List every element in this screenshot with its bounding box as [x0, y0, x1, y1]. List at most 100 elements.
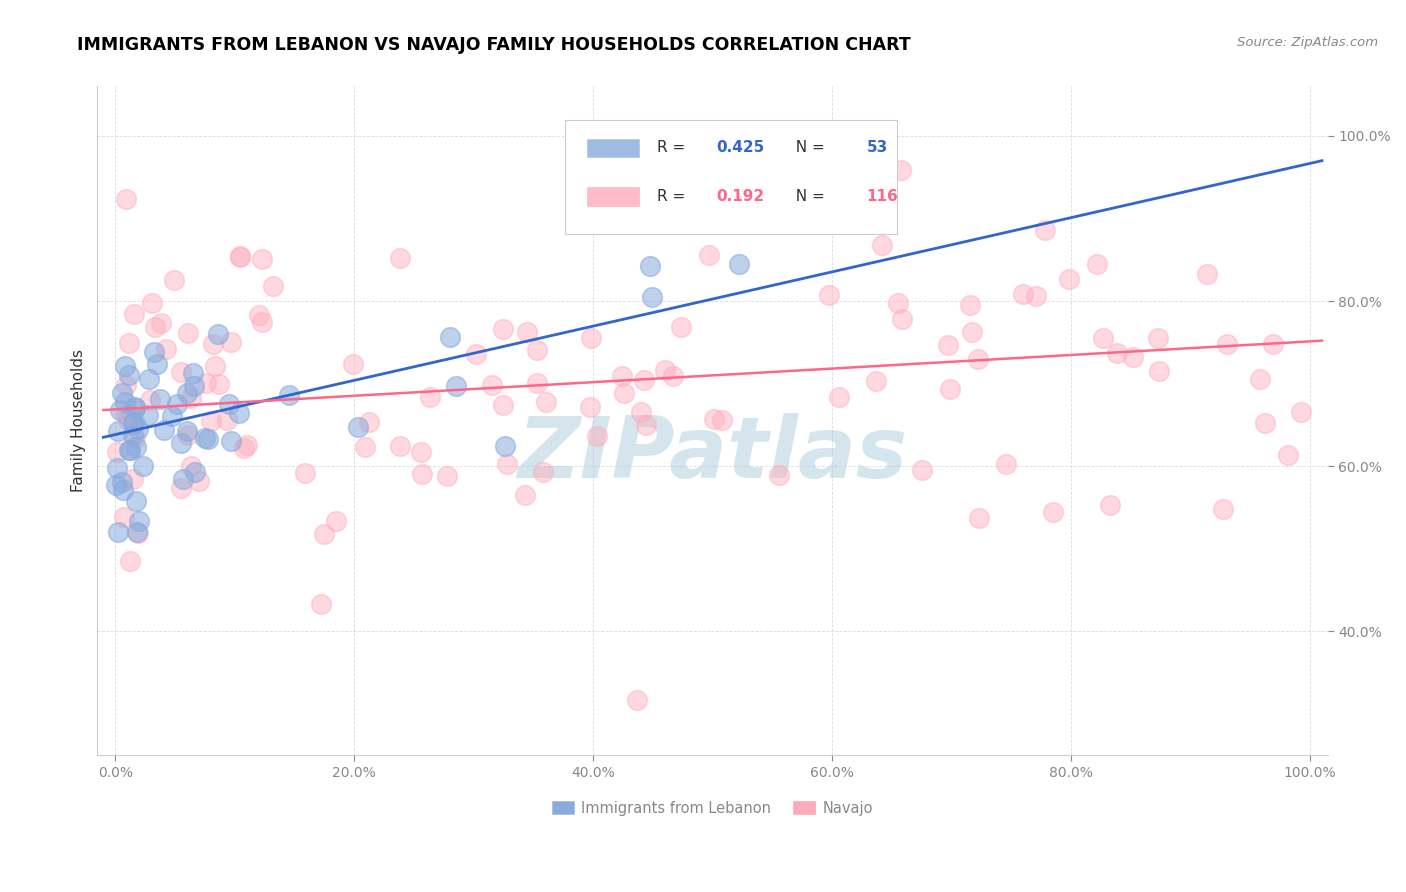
Point: [120, 553, 142, 567]
Point: [149, 392, 172, 406]
Point: [827, 390, 849, 404]
Text: ZIPatlas: ZIPatlas: [517, 413, 908, 496]
Point: [1025, 289, 1047, 303]
Point: [262, 279, 284, 293]
Point: [127, 526, 149, 541]
Point: [145, 358, 167, 372]
Point: [108, 403, 131, 417]
Point: [176, 424, 198, 438]
Point: [1057, 271, 1080, 285]
Point: [654, 363, 676, 377]
Point: [117, 411, 139, 425]
Point: [662, 369, 685, 384]
Point: [626, 693, 648, 707]
Point: [247, 308, 270, 322]
Legend: Immigrants from Lebanon, Navajo: Immigrants from Lebanon, Navajo: [547, 795, 879, 822]
Point: [439, 329, 461, 343]
Point: [865, 374, 887, 388]
Point: [105, 461, 128, 475]
Point: [180, 391, 202, 405]
Text: R =: R =: [657, 189, 690, 204]
Point: [388, 251, 411, 265]
Point: [1105, 345, 1128, 359]
Point: [1289, 405, 1312, 419]
Point: [436, 469, 458, 483]
Point: [112, 483, 135, 497]
Point: [169, 365, 191, 379]
Point: [325, 514, 347, 528]
Point: [585, 429, 607, 443]
Point: [149, 317, 172, 331]
Point: [194, 431, 217, 445]
Point: [124, 431, 146, 445]
Point: [229, 250, 252, 264]
Point: [111, 385, 134, 400]
Point: [252, 314, 274, 328]
Point: [312, 526, 335, 541]
Point: [526, 376, 548, 390]
Point: [136, 408, 159, 422]
Point: [252, 252, 274, 267]
Point: [232, 441, 254, 455]
Point: [195, 376, 218, 391]
Point: [409, 445, 432, 459]
Text: 0.425: 0.425: [716, 140, 765, 155]
Point: [115, 378, 138, 392]
Point: [728, 257, 751, 271]
Text: 53: 53: [866, 140, 887, 155]
Point: [128, 514, 150, 528]
Point: [1099, 498, 1122, 512]
Point: [127, 422, 149, 436]
Point: [1011, 286, 1033, 301]
Point: [515, 488, 537, 502]
Point: [117, 335, 139, 350]
Point: [995, 457, 1018, 471]
Text: IMMIGRANTS FROM LEBANON VS NAVAJO FAMILY HOUSEHOLDS CORRELATION CHART: IMMIGRANTS FROM LEBANON VS NAVAJO FAMILY…: [77, 36, 911, 54]
Text: 116: 116: [866, 189, 898, 204]
Point: [143, 320, 166, 334]
Text: N =: N =: [786, 189, 830, 204]
Point: [1212, 501, 1234, 516]
Point: [634, 417, 657, 432]
FancyBboxPatch shape: [565, 120, 897, 234]
Point: [229, 249, 252, 263]
Point: [1149, 364, 1171, 378]
Point: [516, 325, 538, 339]
Point: [114, 359, 136, 373]
Point: [640, 259, 662, 273]
Point: [388, 439, 411, 453]
Point: [710, 413, 733, 427]
Point: [153, 423, 176, 437]
Point: [202, 337, 225, 351]
Point: [107, 525, 129, 540]
Point: [911, 463, 934, 477]
Point: [208, 376, 231, 391]
Point: [534, 395, 557, 409]
Point: [444, 379, 467, 393]
Point: [122, 428, 145, 442]
Point: [967, 351, 990, 366]
Point: [219, 434, 242, 448]
Point: [125, 440, 148, 454]
Point: [114, 394, 136, 409]
Point: [218, 397, 240, 411]
Point: [105, 445, 128, 459]
Point: [125, 494, 148, 508]
Point: [170, 481, 193, 495]
Point: [342, 357, 364, 371]
Point: [184, 466, 207, 480]
Point: [221, 335, 243, 350]
Point: [177, 326, 200, 340]
Point: [887, 295, 910, 310]
Point: [118, 368, 141, 382]
Text: Source: ZipAtlas.com: Source: ZipAtlas.com: [1237, 36, 1378, 49]
Point: [187, 474, 209, 488]
Point: [357, 415, 380, 429]
Point: [1033, 223, 1056, 237]
Point: [236, 438, 259, 452]
Point: [215, 412, 238, 426]
Point: [118, 443, 141, 458]
Point: [138, 372, 160, 386]
Point: [630, 405, 652, 419]
Point: [139, 393, 162, 408]
